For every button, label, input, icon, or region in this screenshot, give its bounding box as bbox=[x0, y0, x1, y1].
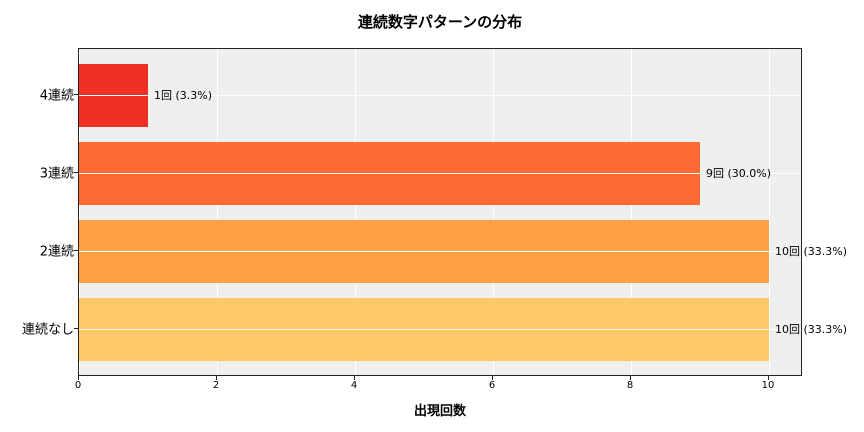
bar-value-label: 9回 (30.0%) bbox=[706, 167, 772, 180]
x-axis-label: 出現回数 bbox=[413, 404, 466, 419]
gridline-vertical bbox=[630, 49, 632, 375]
gridline-vertical bbox=[216, 49, 218, 375]
gridline-horizontal bbox=[79, 328, 801, 330]
x-tick-mark bbox=[78, 376, 79, 380]
gridline-horizontal bbox=[79, 94, 801, 96]
y-tick-label: 4連続 bbox=[39, 88, 74, 104]
gridline-vertical bbox=[768, 49, 770, 375]
gridline-vertical bbox=[492, 49, 494, 375]
plot-area: 1回 (3.3%) 9回 (30.0%) 10回 (33.3%) 10回 (33.3%… bbox=[78, 48, 847, 376]
y-tick-mark bbox=[74, 328, 78, 329]
y-tick-mark bbox=[74, 172, 78, 173]
gridline-vertical bbox=[78, 49, 80, 375]
gridline-horizontal bbox=[79, 250, 801, 252]
bar-value-label: 10回 (33.3%) bbox=[775, 323, 848, 336]
x-tick-mark bbox=[768, 376, 769, 380]
y-tick-mark bbox=[74, 94, 78, 95]
x-tick-label: 8 bbox=[626, 380, 634, 391]
x-tick-mark bbox=[492, 376, 493, 380]
x-tick-mark bbox=[216, 376, 217, 380]
y-tick-mark bbox=[74, 250, 78, 251]
x-tick-label: 10 bbox=[761, 380, 775, 391]
y-tick-label: 連続なし bbox=[21, 322, 74, 338]
y-tick-label: 3連続 bbox=[39, 166, 74, 182]
x-tick-label: 4 bbox=[350, 380, 358, 391]
gridline-vertical bbox=[354, 49, 356, 375]
bar-value-label: 10回 (33.3%) bbox=[775, 245, 848, 258]
x-tick-label: 6 bbox=[488, 380, 496, 391]
chart-title: 連続数字パターンの分布 bbox=[357, 13, 523, 31]
x-tick-label: 0 bbox=[74, 380, 82, 391]
x-tick-label: 2 bbox=[212, 380, 220, 391]
x-tick-mark bbox=[354, 376, 355, 380]
x-tick-mark bbox=[630, 376, 631, 380]
y-tick-label: 2連続 bbox=[39, 244, 74, 260]
gridline-horizontal bbox=[79, 172, 801, 174]
bar-value-label: 1回 (3.3%) bbox=[154, 89, 213, 102]
